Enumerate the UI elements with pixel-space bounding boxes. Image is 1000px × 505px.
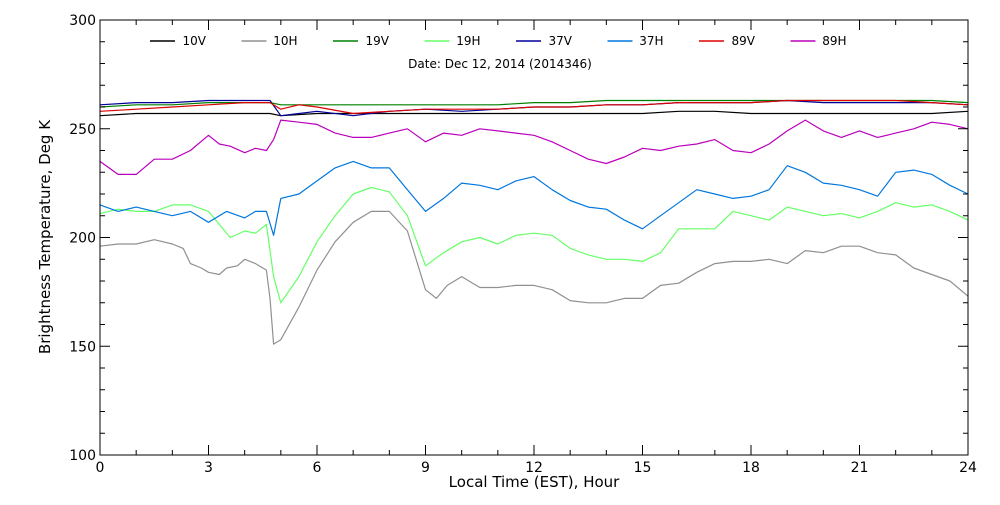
y-tick-label: 250 [69, 122, 96, 138]
legend: 10V 10H 19V 19H 37V 37H 89V 89H [150, 34, 847, 48]
y-tick-label: 100 [69, 448, 96, 464]
x-tick-label: 3 [204, 460, 213, 476]
x-tick-label: 15 [634, 460, 652, 476]
x-tick-label: 9 [421, 460, 430, 476]
series-line-10v [99, 110, 969, 117]
legend-label-10h: 10H [273, 34, 297, 48]
legend-label-19h: 19H [456, 34, 480, 48]
x-axis-title: Local Time (EST), Hour [449, 473, 620, 491]
x-tick-label: 0 [96, 460, 105, 476]
series-line-10h [99, 210, 969, 345]
series-line-89h [99, 119, 969, 175]
series-layer [99, 99, 969, 345]
series-line-89v [99, 99, 969, 115]
x-tick-label: 24 [959, 460, 977, 476]
legend-label-89v: 89V [732, 34, 756, 48]
series-line-37h [99, 160, 969, 236]
chart-subtitle: Date: Dec 12, 2014 (2014346) [408, 57, 592, 71]
y-tick-label: 300 [69, 13, 96, 29]
legend-label-19v: 19V [366, 34, 390, 48]
x-tick-label: 6 [313, 460, 322, 476]
x-tick-label: 21 [851, 460, 869, 476]
y-tick-label: 150 [69, 339, 96, 355]
x-tick-label: 12 [525, 460, 543, 476]
legend-label-37v: 37V [549, 34, 573, 48]
legend-label-89h: 89H [822, 34, 846, 48]
legend-label-10v: 10V [183, 34, 207, 48]
y-axis-title: Brightness Temperature, Deg K [36, 119, 54, 354]
y-tick-label: 200 [69, 231, 96, 247]
series-line-19h [99, 186, 969, 304]
axes-layer: 0 3 6 9 12 15 18 21 24 100 150 200 250 300 [69, 13, 977, 476]
x-tick-label: 18 [742, 460, 760, 476]
legend-label-37h: 37H [639, 34, 663, 48]
